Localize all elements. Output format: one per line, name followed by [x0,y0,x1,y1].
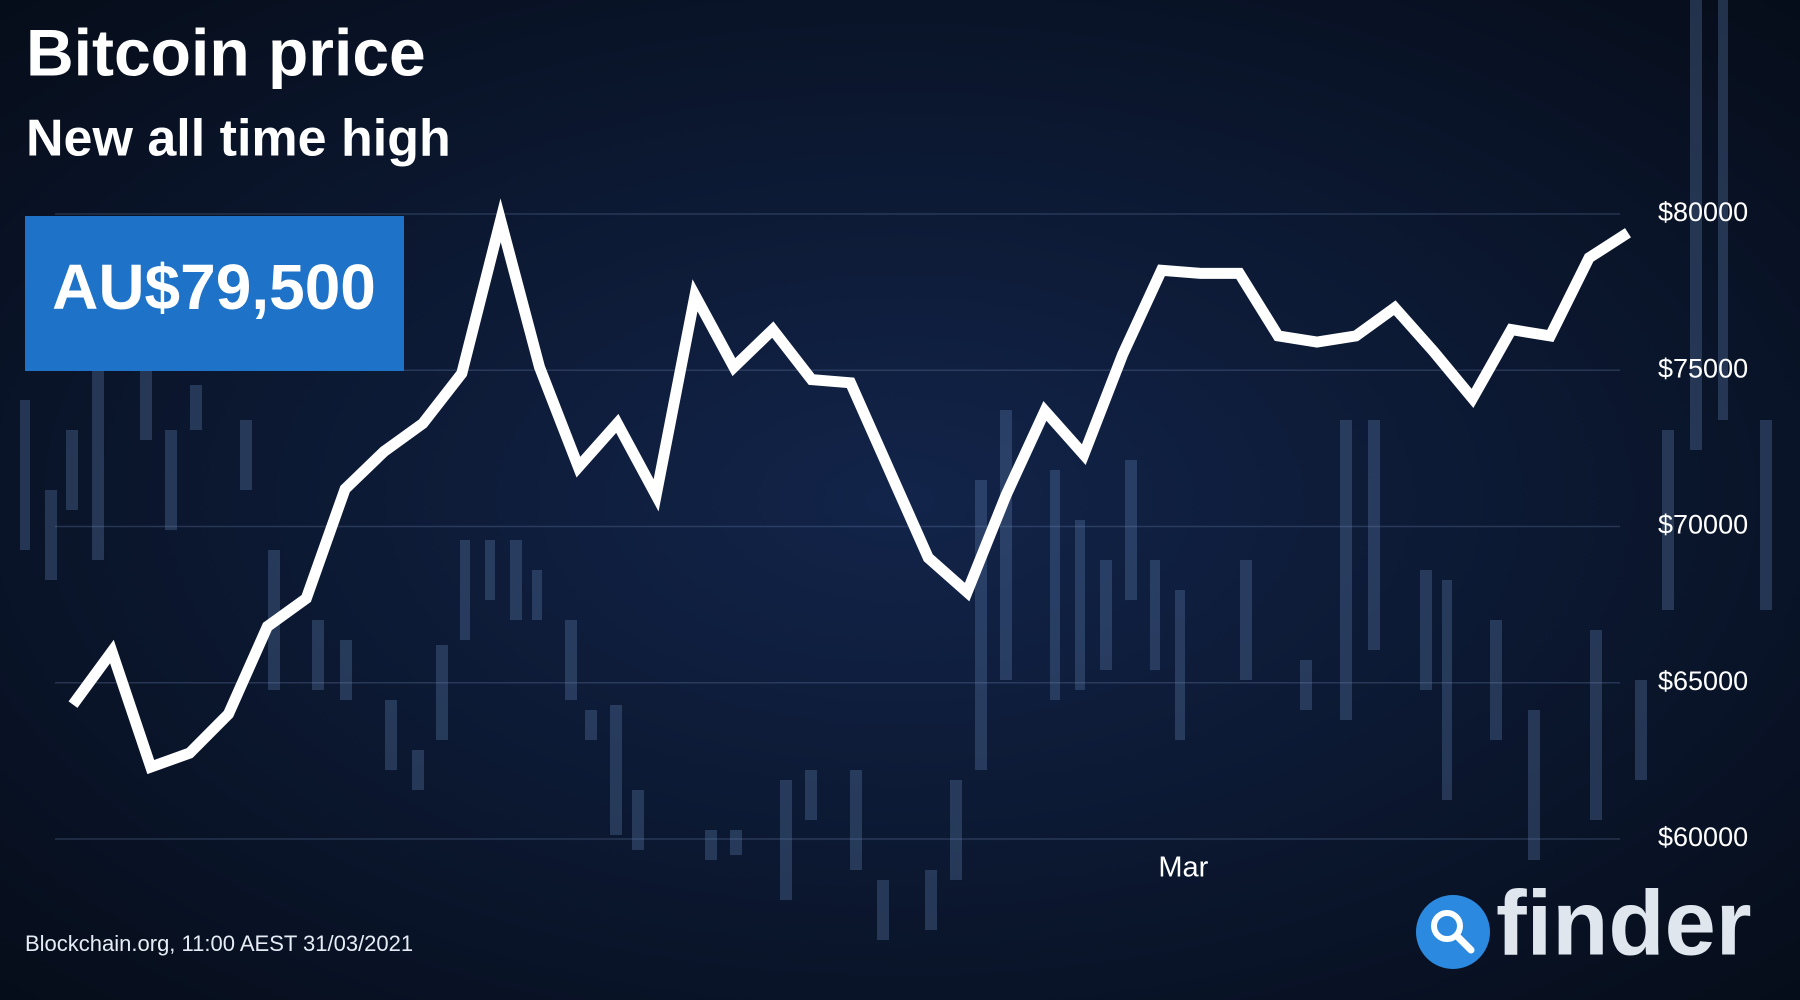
source: Blockchain.org, 11:00 AEST 31/03/2021 [25,931,413,956]
background-candles [20,0,1772,940]
y-tick-label: $65000 [1658,666,1748,696]
brand-name: finder [1496,872,1752,974]
brand-logo: finder [1416,872,1752,974]
price-box [25,216,404,371]
logo-lens [1431,910,1463,942]
plot: $60000 $65000 $70000 $75000 $80000 Mar [68,197,1748,884]
logo-handle [1453,932,1475,954]
y-tick-label: $60000 [1658,822,1748,852]
price-line [68,198,1631,775]
chart-subtitle: New all time high [26,110,451,168]
x-tick-label: Mar [1158,852,1208,884]
price-label: AU$79,500 [52,251,376,323]
y-tick-label: $70000 [1658,510,1748,540]
grid [55,213,1620,840]
y-tick-label: $75000 [1658,353,1748,383]
chart-title: Bitcoin price [26,15,426,89]
y-tick-label: $80000 [1658,197,1748,227]
logo-circle [1416,895,1490,969]
